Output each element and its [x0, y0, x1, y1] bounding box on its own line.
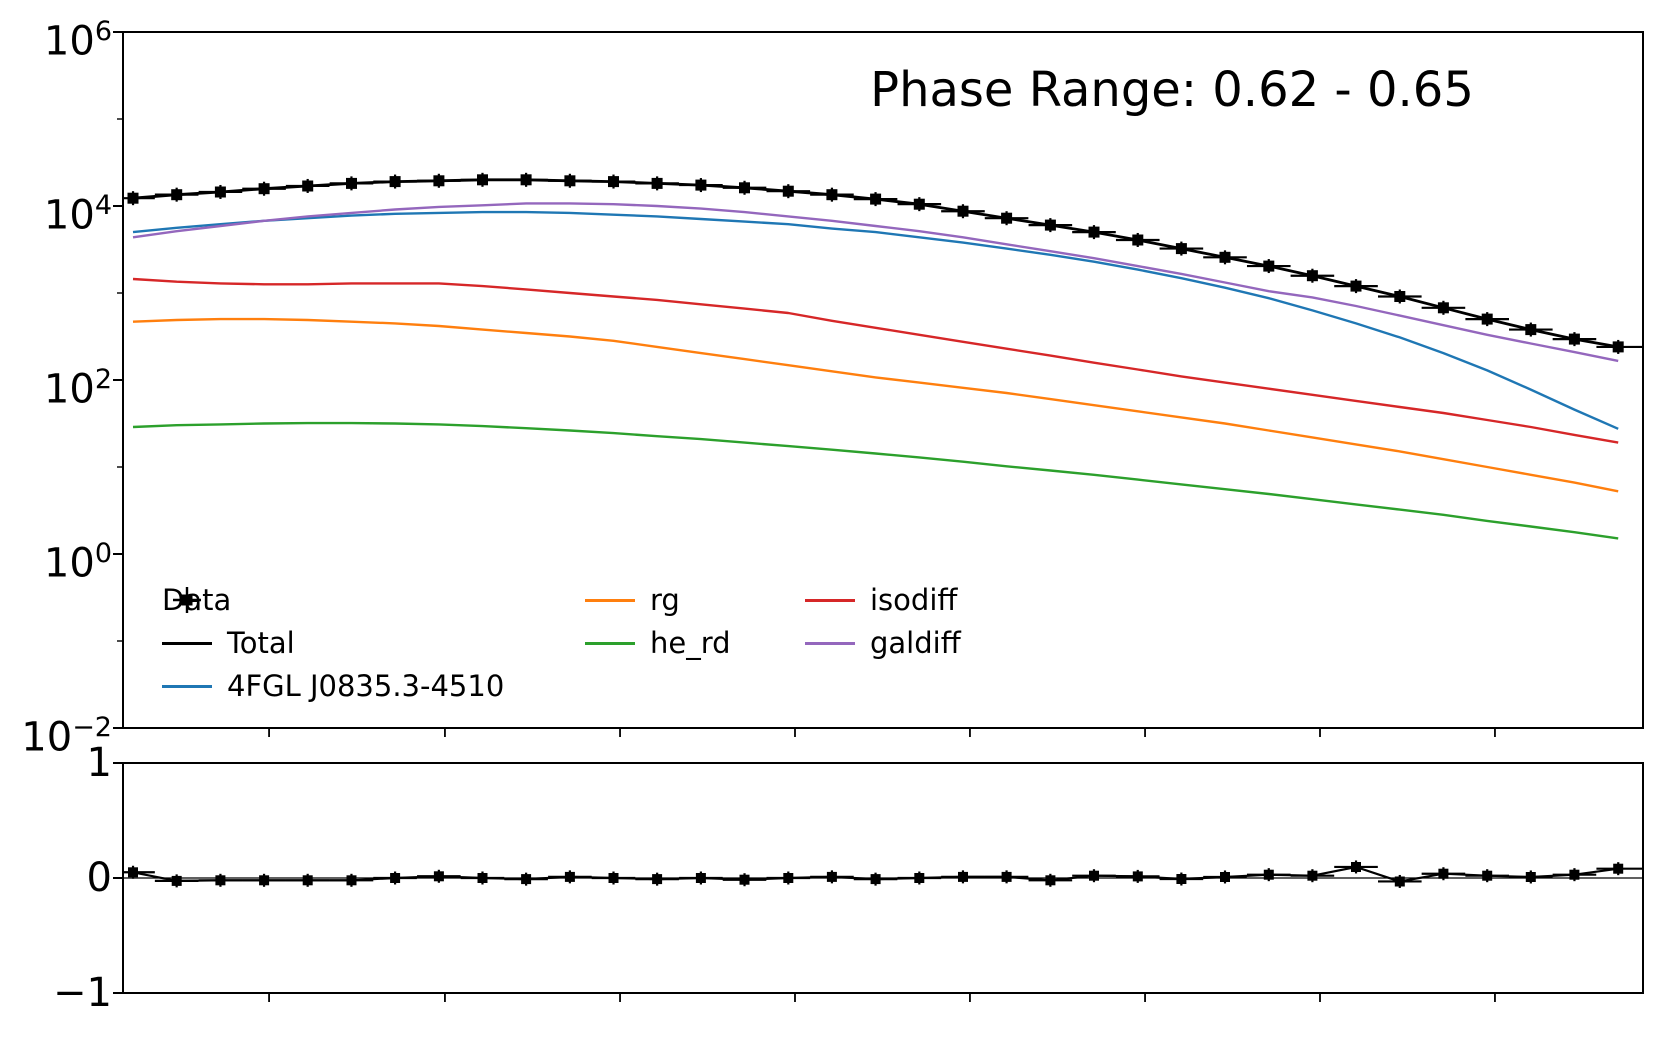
y-tick-label-exp4: 104 [43, 190, 112, 239]
legend-line-sample [805, 641, 855, 645]
top-panel [113, 31, 1644, 737]
series-line-galdiff [132, 202, 1619, 363]
legend-data-marker-icon [173, 587, 201, 613]
legend-label: he_rd [650, 626, 731, 660]
residual-panel [113, 762, 1644, 1002]
plot-title: Phase Range: 0.62 - 0.65 [870, 62, 1474, 118]
legend-entry-data: Data [162, 583, 231, 617]
legend-line-sample [162, 641, 212, 645]
residual-panel-frame [122, 762, 1644, 994]
y-tick-label-exp2: 102 [43, 364, 112, 413]
y-tick-label-exp6: 106 [43, 16, 112, 65]
series-line-he-rd [132, 421, 1619, 540]
legend-line-sample [585, 598, 635, 602]
legend-entry-4fgl-j0835-3-4510: 4FGL J0835.3-4510 [162, 669, 504, 703]
legend-line-sample [585, 641, 635, 645]
y-tick-label-exp0: 100 [43, 538, 112, 587]
top-panel-frame [122, 31, 1644, 729]
series-line-4fgl-j0835-3-4510 [132, 210, 1619, 430]
legend-line-sample [162, 684, 212, 688]
legend-label: Total [227, 626, 295, 660]
legend-entry-total: Total [162, 626, 295, 660]
data-points [123, 172, 1643, 354]
y-tick-label-exp-2: 10−2 [21, 712, 112, 761]
legend-label: rg [650, 583, 680, 617]
legend-entry-isodiff: isodiff [805, 583, 957, 617]
legend-label: isodiff [870, 583, 958, 617]
residual-y-tick-label--1: −1 [53, 970, 112, 1016]
legend-label: galdiff [870, 626, 961, 660]
legend-entry-he-rd: he_rd [585, 626, 731, 660]
series-line-isodiff [132, 277, 1619, 444]
legend-entry-galdiff: galdiff [805, 626, 961, 660]
residual-y-tick-label-0: 0 [86, 855, 112, 901]
residual-points [123, 860, 1643, 888]
legend-line-sample [805, 598, 855, 602]
series-line-rg [132, 317, 1619, 493]
legend-label: 4FGL J0835.3-4510 [227, 669, 505, 703]
legend-entry-rg: rg [585, 583, 680, 617]
residual-y-tick-label-1: 1 [86, 740, 112, 786]
